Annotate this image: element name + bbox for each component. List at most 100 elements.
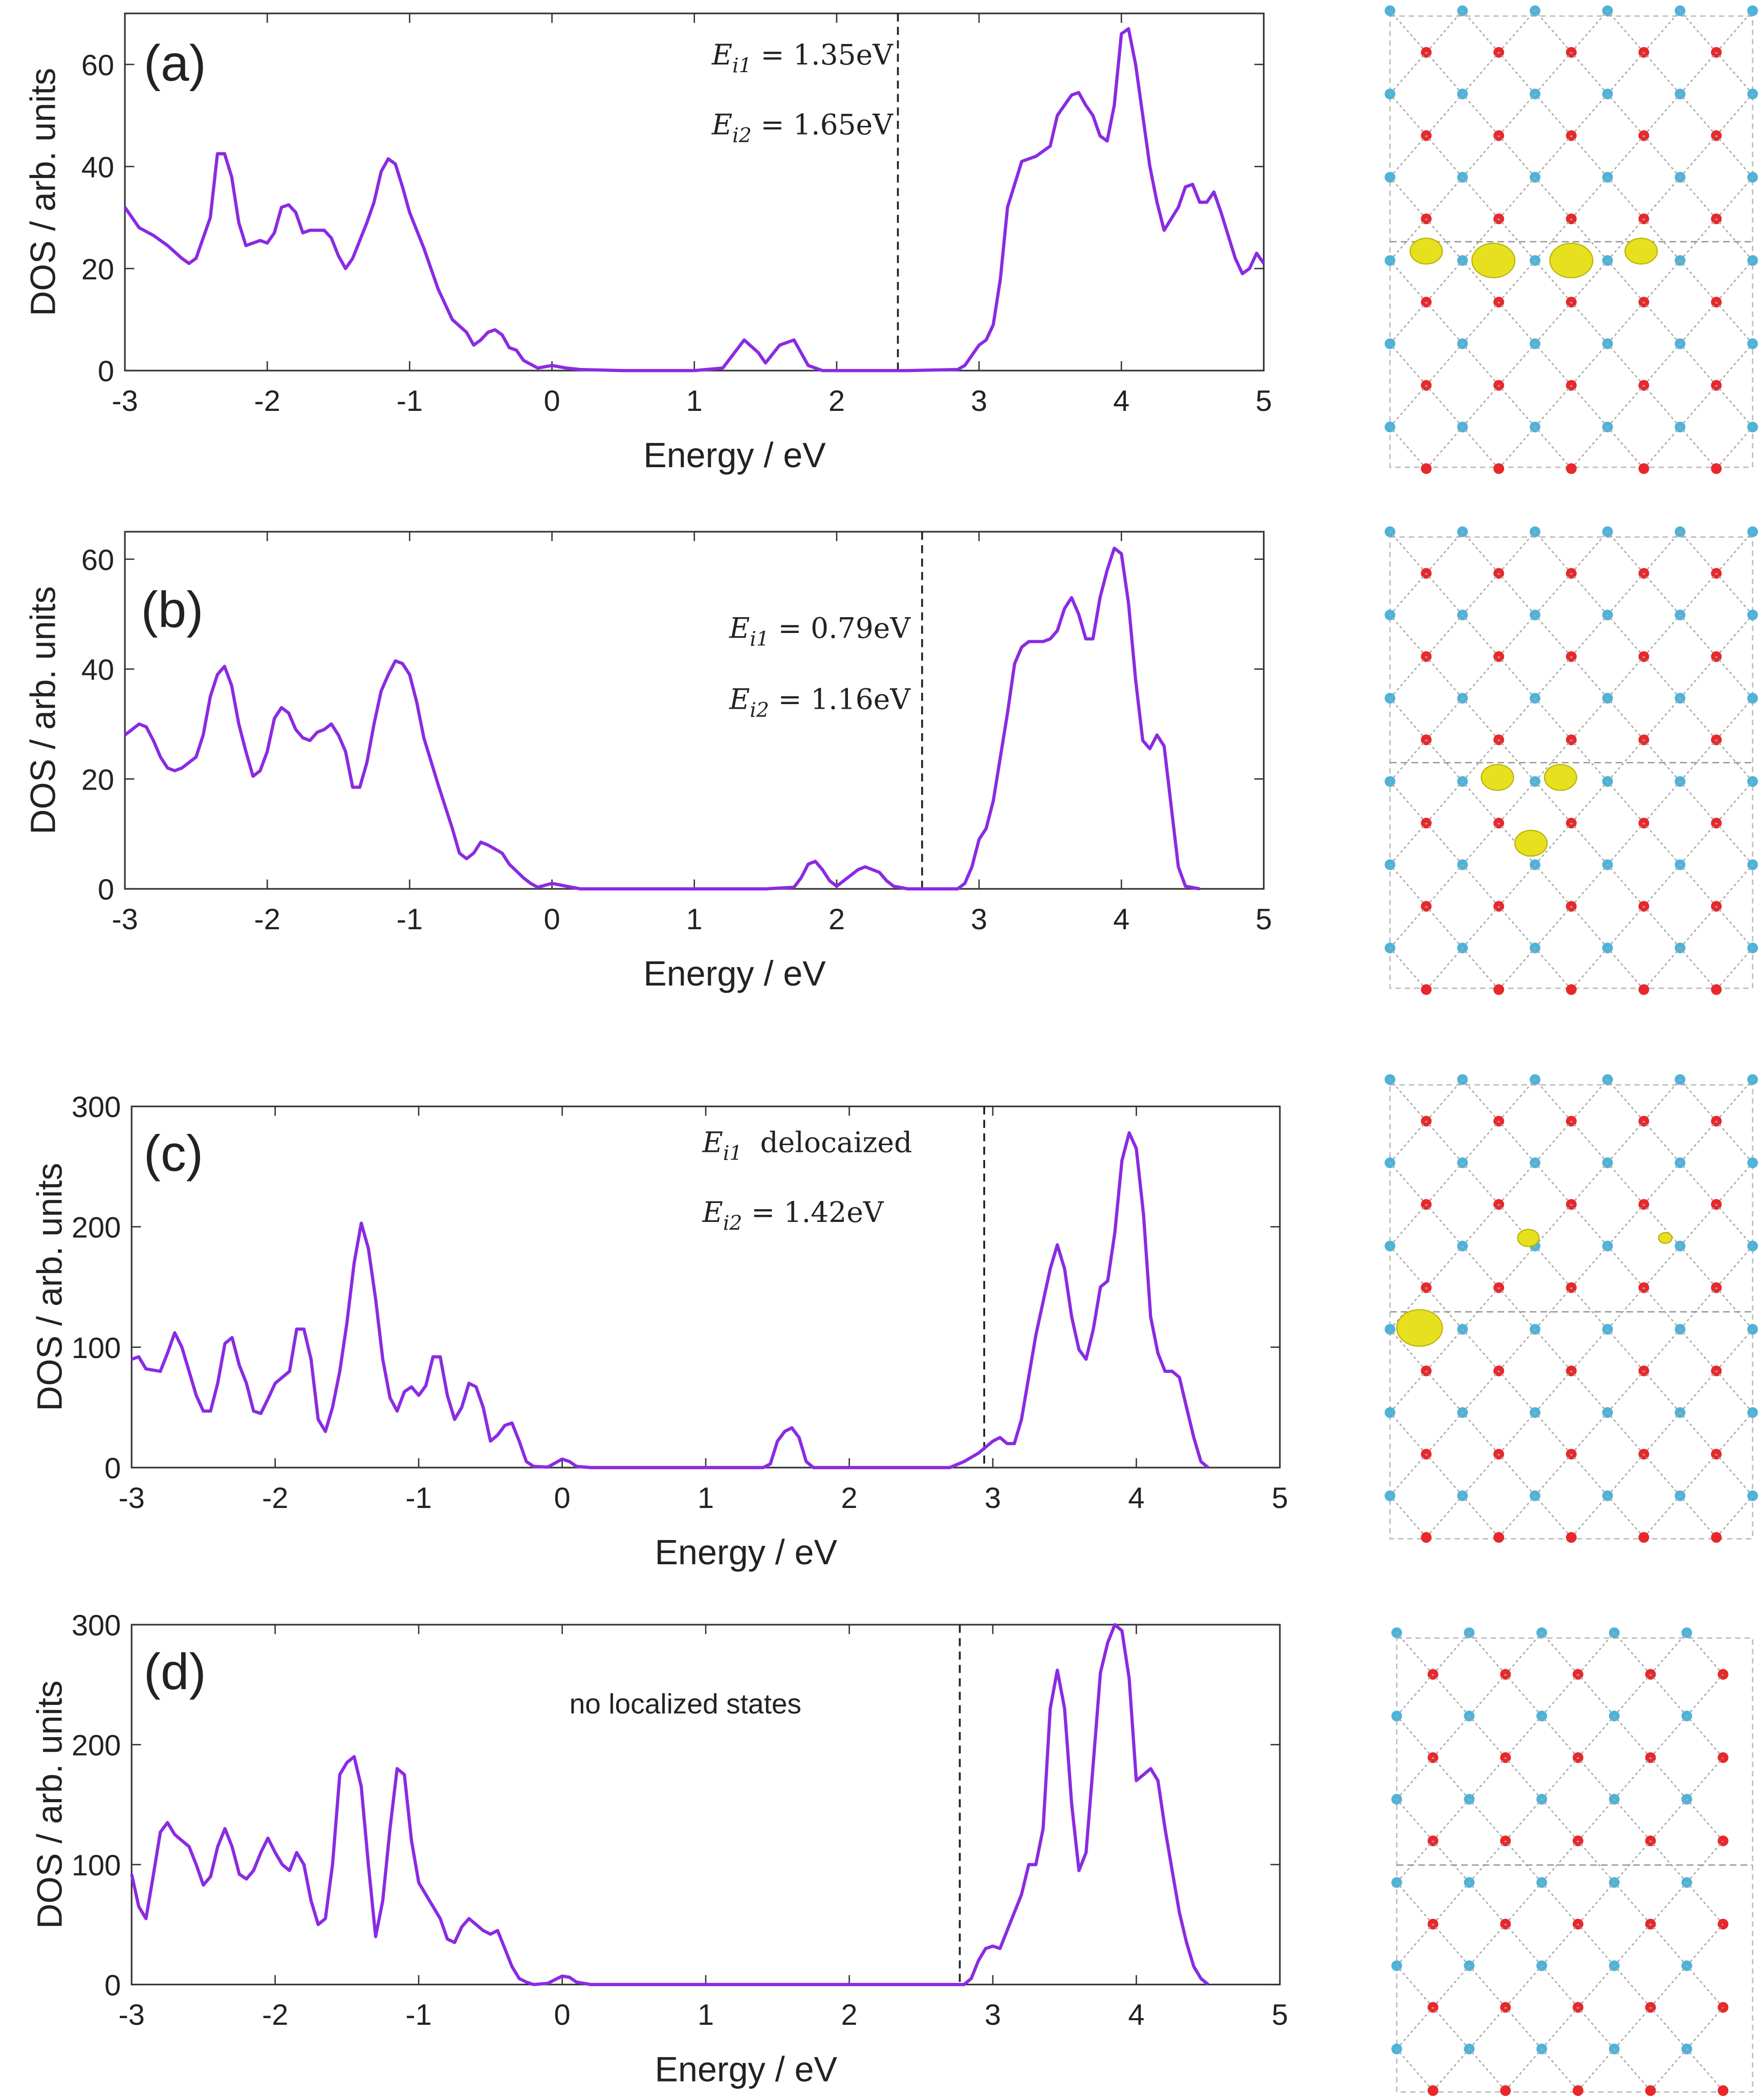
bond <box>1534 656 1572 699</box>
dos-line <box>124 546 1200 891</box>
y-tick-label: 20 <box>81 253 114 286</box>
atom <box>1711 1532 1722 1543</box>
bond <box>1715 739 1753 782</box>
dos-line <box>123 27 1265 373</box>
annotation-symbol: E <box>729 611 750 644</box>
bond <box>1607 1079 1645 1122</box>
atom <box>1747 1240 1758 1252</box>
annotation: Ei1 = 0.79eV <box>729 611 911 651</box>
bond <box>1462 739 1499 782</box>
bond <box>1607 135 1645 178</box>
bond <box>1498 614 1536 658</box>
bond <box>1425 218 1463 261</box>
bond <box>1715 301 1753 344</box>
bond <box>1505 1799 1542 1842</box>
bond <box>1571 781 1608 824</box>
bond <box>1607 822 1645 865</box>
bond <box>1643 739 1681 782</box>
bond <box>1614 1965 1651 2008</box>
bond <box>1679 1370 1717 1413</box>
bond <box>1425 1328 1463 1372</box>
bond <box>1715 906 1753 949</box>
annotation-subscript: i1 <box>732 54 752 78</box>
bond <box>1396 2048 1434 2091</box>
bond <box>1607 697 1645 740</box>
x-tick-label: -3 <box>112 385 138 418</box>
bond <box>1498 1495 1536 1538</box>
bond <box>1715 177 1753 220</box>
bond <box>1396 1840 1434 1883</box>
atom <box>1384 943 1396 954</box>
x-tick-label: 4 <box>1113 903 1129 936</box>
atom <box>1645 2085 1656 2096</box>
bond <box>1468 1840 1506 1883</box>
bond <box>1715 947 1753 990</box>
bond <box>1571 135 1608 178</box>
atom <box>1674 1240 1686 1252</box>
bond <box>1425 656 1463 699</box>
bond <box>1607 10 1645 53</box>
bond <box>1679 781 1717 824</box>
bond <box>1607 52 1645 95</box>
atom <box>1421 734 1432 746</box>
x-tick-label: 2 <box>841 1482 857 1515</box>
bond <box>1498 218 1536 261</box>
bond <box>1432 1757 1470 1800</box>
bond <box>1571 947 1608 990</box>
bond <box>1650 2048 1688 2091</box>
bond <box>1505 1882 1542 1925</box>
bond <box>1534 1495 1572 1538</box>
y-tick-label: 60 <box>81 49 114 82</box>
bond <box>1679 864 1717 907</box>
bond <box>1650 1882 1688 1925</box>
bond <box>1462 614 1499 658</box>
bond <box>1389 260 1427 303</box>
bond <box>1425 1245 1463 1288</box>
bond <box>1650 1840 1688 1883</box>
bond <box>1607 656 1645 699</box>
atom <box>1384 255 1396 266</box>
atom <box>1493 1282 1505 1293</box>
bond <box>1679 1453 1717 1497</box>
bond <box>1432 1965 1470 2008</box>
bond <box>1679 1412 1717 1455</box>
bond <box>1607 864 1645 907</box>
bond <box>1577 1757 1615 1800</box>
x-tick-label: -3 <box>112 903 138 936</box>
bond <box>1534 343 1572 386</box>
y-axis-label: DOS / arb. units <box>31 1680 70 1929</box>
annotation: Ei2 = 1.42eV <box>702 1196 884 1235</box>
atom <box>1711 296 1722 308</box>
bond <box>1425 260 1463 303</box>
bond <box>1679 52 1717 95</box>
annotation-symbol: E <box>729 683 750 715</box>
bond <box>1571 864 1608 907</box>
bond <box>1389 343 1427 386</box>
bond <box>1679 426 1717 469</box>
bond <box>1534 1453 1572 1497</box>
bond <box>1389 1412 1427 1455</box>
bond <box>1534 1370 1572 1413</box>
annotation: Ei2 = 1.16eV <box>729 683 911 722</box>
bond <box>1498 1412 1536 1455</box>
bond <box>1498 343 1536 386</box>
atom <box>1638 463 1649 474</box>
bond <box>1432 1923 1470 1966</box>
bond <box>1462 93 1499 136</box>
bond <box>1498 1370 1536 1413</box>
y-tick-label: 100 <box>72 1849 121 1882</box>
bond <box>1715 656 1753 699</box>
bond <box>1577 1715 1615 1758</box>
bond <box>1607 1245 1645 1288</box>
y-axis-label: DOS / arb. units <box>31 1163 70 1411</box>
bond <box>1498 93 1536 136</box>
dos-line <box>130 1623 1209 1986</box>
bond <box>1534 10 1572 53</box>
bond <box>1686 1632 1724 1675</box>
bond <box>1686 1882 1724 1925</box>
bond <box>1425 135 1463 178</box>
bond <box>1541 2007 1579 2050</box>
bond <box>1462 426 1499 469</box>
bond <box>1679 1495 1717 1538</box>
y-tick-label: 300 <box>72 1609 121 1642</box>
